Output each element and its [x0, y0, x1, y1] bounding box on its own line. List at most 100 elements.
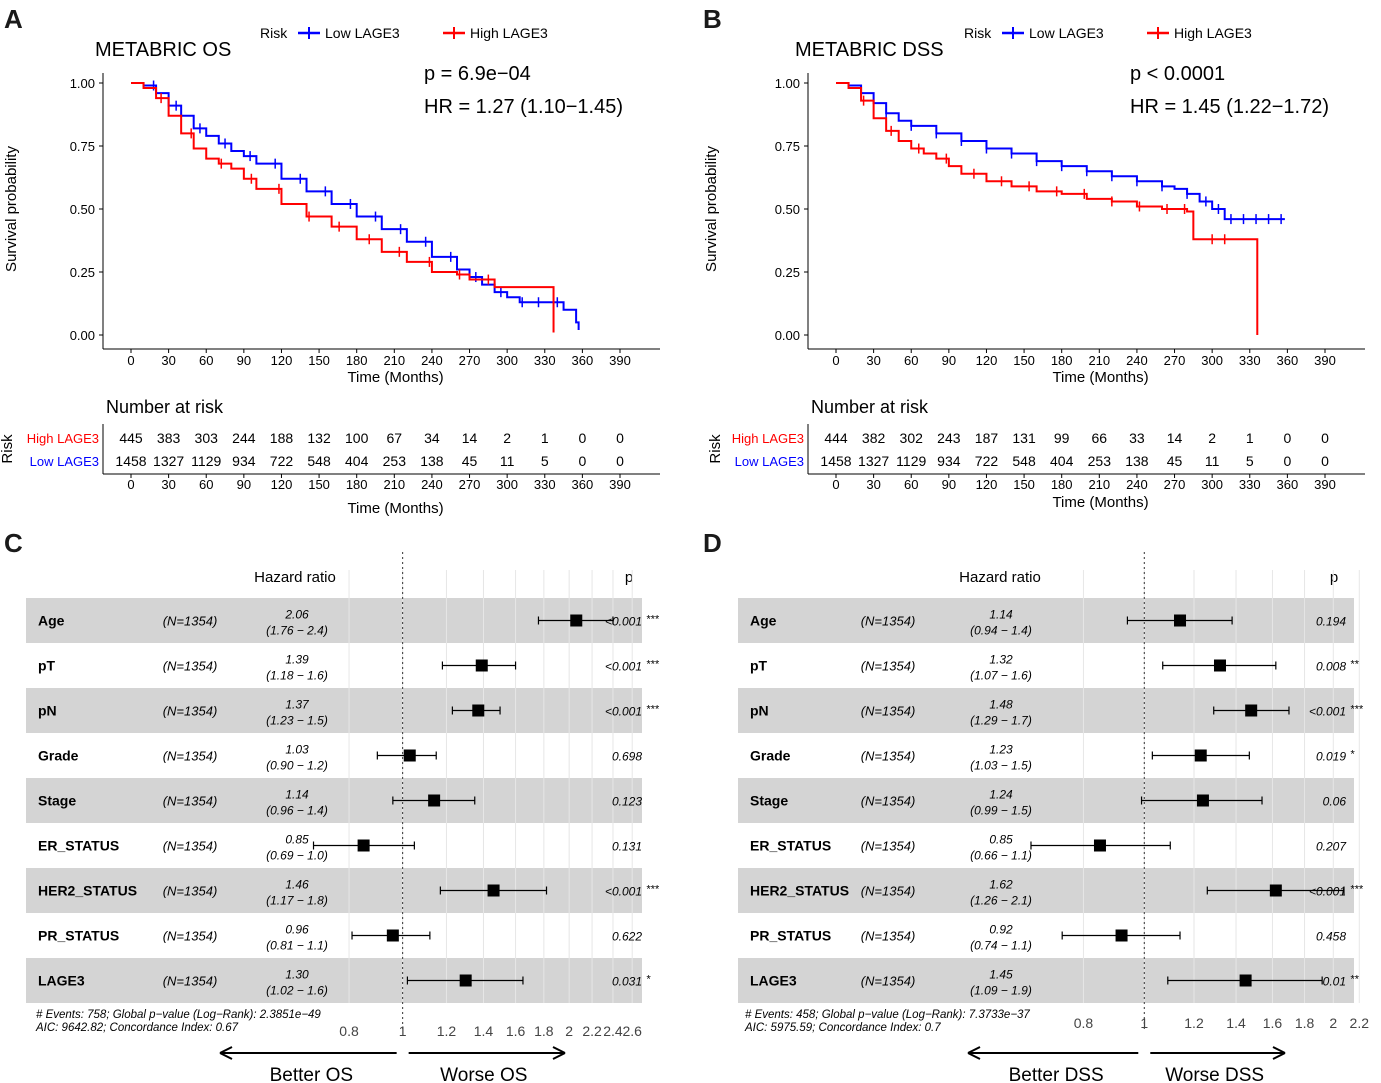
y-tick-label: 0.00 — [775, 328, 800, 343]
hr-value: 1.24 — [989, 788, 1013, 802]
x-tick-label: 300 — [496, 353, 518, 368]
risk-value: 66 — [1092, 430, 1108, 446]
risk-value: 0 — [616, 430, 624, 446]
y-tick-label: 1.00 — [775, 76, 800, 91]
risk-value: 722 — [270, 453, 294, 469]
x-tick-label: 60 — [199, 353, 213, 368]
y-axis-label: Survival probability — [703, 146, 720, 272]
risk-value: 2 — [503, 430, 511, 446]
p-header: p — [1330, 569, 1338, 586]
significance-stars: *** — [646, 614, 660, 626]
variable-label: HER2_STATUS — [38, 883, 137, 899]
variable-label: pN — [38, 703, 57, 719]
n-label: (N=1354) — [163, 974, 218, 989]
arrow-left-label: Better DSS — [1009, 1065, 1104, 1083]
x-tick-label: 150 — [308, 353, 330, 368]
legend-title: Risk — [964, 25, 992, 41]
n-label: (N=1354) — [861, 839, 916, 854]
panel-label-b: B — [703, 4, 722, 34]
risk-x-tick-label: 240 — [421, 477, 443, 492]
significance-stars: *** — [1350, 704, 1364, 716]
row-band — [738, 598, 1354, 643]
variable-label: Age — [750, 613, 777, 629]
p-value: <0.001 — [605, 660, 642, 674]
risk-x-tick-label: 360 — [1277, 477, 1299, 492]
x-tick-label: 0 — [832, 353, 839, 368]
risk-value: 0 — [578, 453, 586, 469]
variable-label: Grade — [750, 748, 791, 764]
risk-value: 0 — [616, 453, 624, 469]
risk-value: 1 — [1246, 430, 1254, 446]
hr-point — [428, 794, 441, 807]
x-tick-label: 360 — [1277, 353, 1299, 368]
ci-value: (1.76 − 2.4) — [266, 624, 328, 638]
p-value: 0.031 — [612, 975, 642, 989]
p-header: p — [625, 569, 633, 586]
hr-point — [1194, 749, 1207, 762]
variable-label: ER_STATUS — [38, 838, 119, 854]
variable-label: PR_STATUS — [38, 928, 119, 944]
ci-value: (0.66 − 1.1) — [970, 849, 1032, 863]
risk-table-title: Number at risk — [811, 397, 929, 417]
n-label: (N=1354) — [861, 749, 916, 764]
risk-value: 0 — [1321, 453, 1329, 469]
x-tick-label: 180 — [1051, 353, 1073, 368]
variable-label: LAGE3 — [38, 973, 85, 989]
risk-table-axis-label: Risk — [707, 434, 724, 464]
risk-row-label: Low LAGE3 — [30, 454, 99, 469]
x-tick-label: 90 — [942, 353, 956, 368]
risk-value: 1129 — [896, 453, 926, 469]
x-tick-label: 0 — [127, 353, 134, 368]
x-tick-label: 270 — [459, 353, 481, 368]
risk-value: 14 — [462, 430, 478, 446]
n-label: (N=1354) — [163, 704, 218, 719]
n-label: (N=1354) — [163, 839, 218, 854]
significance-stars: *** — [646, 704, 660, 716]
x-tick-label: 1 — [399, 1023, 407, 1039]
hr-value: 1.46 — [285, 878, 309, 892]
p-value: <0.001 — [1309, 705, 1346, 719]
km-curve-high-lage3 — [131, 82, 555, 333]
risk-value: 382 — [862, 430, 886, 446]
n-label: (N=1354) — [861, 659, 916, 674]
risk-value: 11 — [500, 453, 515, 469]
p-value: 0.458 — [1316, 930, 1346, 944]
risk-value: 33 — [1129, 430, 1145, 446]
risk-x-tick-label: 30 — [161, 477, 175, 492]
risk-value: 445 — [119, 430, 143, 446]
arrow-right-head — [1272, 1046, 1286, 1060]
ci-value: (1.23 − 1.5) — [266, 714, 328, 728]
risk-value: 444 — [824, 430, 848, 446]
significance-stars: *** — [646, 659, 660, 671]
y-tick-label: 0.75 — [70, 139, 95, 154]
risk-x-tick-label: 120 — [976, 477, 998, 492]
x-tick-label: 0.8 — [339, 1023, 359, 1039]
x-tick-label: 2 — [1329, 1015, 1337, 1031]
x-tick-label: 60 — [904, 353, 918, 368]
hr-value: 1.48 — [989, 698, 1013, 712]
significance-stars: ** — [1350, 659, 1359, 671]
variable-label: Age — [38, 613, 65, 629]
x-tick-label: 150 — [1013, 353, 1035, 368]
risk-value: 1129 — [191, 453, 221, 469]
p-value: 0.207 — [1316, 840, 1347, 854]
footer-aic: AIC: 9642.82; Concordance Index: 0.67 — [35, 1022, 239, 1034]
risk-value: 0 — [1321, 430, 1329, 446]
significance-stars: * — [646, 974, 651, 986]
x-tick-label: 1.4 — [1226, 1015, 1246, 1031]
y-tick-label: 1.00 — [70, 76, 95, 91]
risk-x-tick-label: 360 — [572, 477, 594, 492]
p-value: <0.001 — [605, 705, 642, 719]
p-value-annotation: p = 6.9e−04 — [424, 63, 531, 85]
risk-value: 302 — [900, 430, 924, 446]
risk-x-tick-label: 330 — [534, 477, 556, 492]
risk-table-title: Number at risk — [106, 397, 224, 417]
risk-value: 188 — [270, 430, 294, 446]
risk-value: 404 — [345, 453, 369, 469]
hr-point — [1174, 614, 1187, 627]
ci-value: (0.94 − 1.4) — [970, 624, 1032, 638]
p-value: 0.01 — [1323, 975, 1346, 989]
y-tick-label: 0.75 — [775, 139, 800, 154]
risk-x-tick-label: 180 — [346, 477, 368, 492]
x-tick-label: 2.2 — [582, 1023, 602, 1039]
